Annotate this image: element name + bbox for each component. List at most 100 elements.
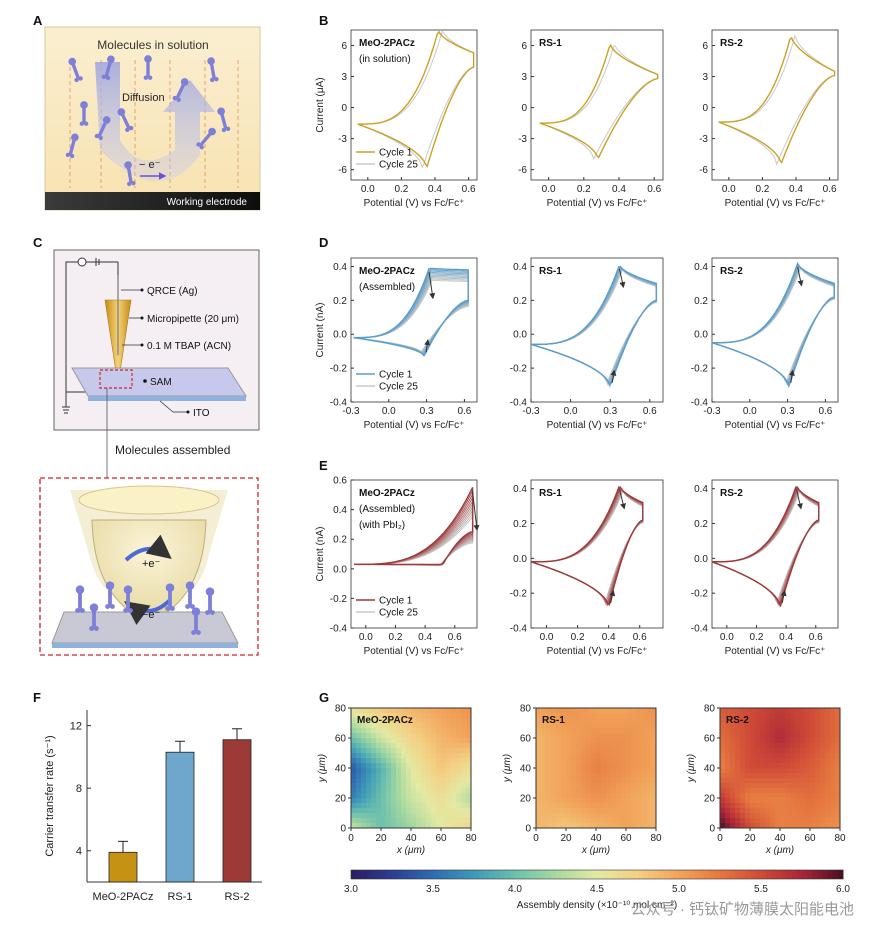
heat-cell bbox=[351, 723, 357, 729]
y-axis-label: Current (μA) bbox=[315, 77, 326, 132]
heat-cell bbox=[815, 803, 821, 809]
heat-cell bbox=[431, 738, 437, 744]
heat-cell bbox=[730, 808, 736, 814]
heat-cell bbox=[651, 768, 657, 774]
heat-cell bbox=[606, 793, 612, 799]
heat-cell bbox=[361, 768, 367, 774]
colorbar-cell bbox=[684, 870, 690, 879]
heat-cell bbox=[416, 763, 422, 769]
heat-cell bbox=[835, 728, 841, 734]
heat-cell bbox=[745, 763, 751, 769]
x-tick-label: 0 bbox=[348, 833, 354, 844]
heat-cell bbox=[775, 768, 781, 774]
heat-cell bbox=[820, 778, 826, 784]
heat-cell bbox=[426, 758, 432, 764]
heat-cell bbox=[601, 728, 607, 734]
heat-cell bbox=[651, 818, 657, 824]
heat-cell bbox=[381, 768, 387, 774]
heat-cell bbox=[546, 778, 552, 784]
heat-cell bbox=[651, 733, 657, 739]
heat-cell bbox=[371, 803, 377, 809]
colorbar-cell bbox=[658, 870, 665, 879]
heat-cell bbox=[411, 798, 417, 804]
heat-cell bbox=[371, 773, 377, 779]
heat-cell bbox=[396, 823, 402, 829]
colorbar-cell bbox=[581, 870, 588, 879]
heat-cell bbox=[576, 728, 582, 734]
heat-cell bbox=[720, 773, 726, 779]
heat-cell bbox=[755, 743, 761, 749]
heat-cell bbox=[431, 763, 437, 769]
heat-cell bbox=[536, 813, 542, 819]
heat-cell bbox=[760, 763, 766, 769]
heat-cell bbox=[546, 738, 552, 744]
y-tick-label: -0.4 bbox=[510, 398, 528, 409]
heat-cell bbox=[441, 733, 447, 739]
heat-cell bbox=[416, 783, 422, 789]
heat-cell bbox=[466, 763, 472, 769]
heat-cell bbox=[631, 818, 637, 824]
heat-cell bbox=[835, 808, 841, 814]
heat-cell bbox=[720, 728, 726, 734]
heat-cell bbox=[451, 798, 457, 804]
heat-cell bbox=[770, 783, 776, 789]
heat-cell bbox=[576, 808, 582, 814]
heat-cell bbox=[461, 763, 467, 769]
heat-cell bbox=[366, 773, 372, 779]
heat-cell bbox=[386, 818, 392, 824]
heat-cell bbox=[401, 763, 407, 769]
heat-cell bbox=[745, 708, 751, 714]
heat-cell bbox=[416, 753, 422, 759]
heat-cell bbox=[396, 818, 402, 824]
heat-cell bbox=[815, 778, 821, 784]
heat-cell bbox=[720, 803, 726, 809]
heat-cell bbox=[376, 748, 382, 754]
heat-cell bbox=[411, 713, 417, 719]
cycle-curve bbox=[712, 265, 835, 384]
heat-cell bbox=[735, 728, 741, 734]
heat-cell bbox=[571, 773, 577, 779]
heat-cell bbox=[456, 708, 462, 714]
heat-cell bbox=[785, 803, 791, 809]
heat-cell bbox=[421, 788, 427, 794]
x-tick-label: 0.4 bbox=[428, 184, 442, 195]
heat-cell bbox=[795, 748, 801, 754]
heat-cell bbox=[621, 818, 627, 824]
heat-cell bbox=[795, 768, 801, 774]
heat-cell bbox=[421, 793, 427, 799]
heat-cell bbox=[765, 763, 771, 769]
y-tick-label: -6 bbox=[338, 165, 347, 176]
potentiostat-icon bbox=[77, 257, 87, 267]
heat-cell bbox=[546, 813, 552, 819]
colorbar-tick-label: 3.5 bbox=[426, 884, 440, 895]
heat-cell bbox=[621, 813, 627, 819]
cycle-curve bbox=[712, 264, 835, 384]
molecule-icon bbox=[143, 55, 153, 80]
heat-cell bbox=[616, 718, 622, 724]
heat-cell bbox=[556, 788, 562, 794]
cycle-1-curve bbox=[531, 265, 658, 386]
heat-cell bbox=[835, 743, 841, 749]
heat-cell bbox=[800, 823, 806, 829]
heat-cell bbox=[436, 743, 442, 749]
heat-cell bbox=[735, 803, 741, 809]
heat-cell bbox=[820, 708, 826, 714]
heat-cell bbox=[760, 718, 766, 724]
x-tick-label: 0.3 bbox=[781, 406, 795, 417]
heat-cell bbox=[646, 738, 652, 744]
heat-cell bbox=[606, 738, 612, 744]
x-tick-label: 0.2 bbox=[755, 184, 769, 195]
heat-cell bbox=[561, 773, 567, 779]
heat-cell bbox=[436, 808, 442, 814]
diffusion-arrow bbox=[95, 62, 215, 182]
heat-cell bbox=[616, 808, 622, 814]
heat-cell bbox=[730, 788, 736, 794]
heat-cell bbox=[641, 818, 647, 824]
heat-cell bbox=[426, 753, 432, 759]
colorbar-cell bbox=[781, 870, 788, 879]
heat-cell bbox=[611, 718, 617, 724]
heat-cell bbox=[800, 748, 806, 754]
heat-cell bbox=[456, 768, 462, 774]
heat-cell bbox=[551, 813, 557, 819]
